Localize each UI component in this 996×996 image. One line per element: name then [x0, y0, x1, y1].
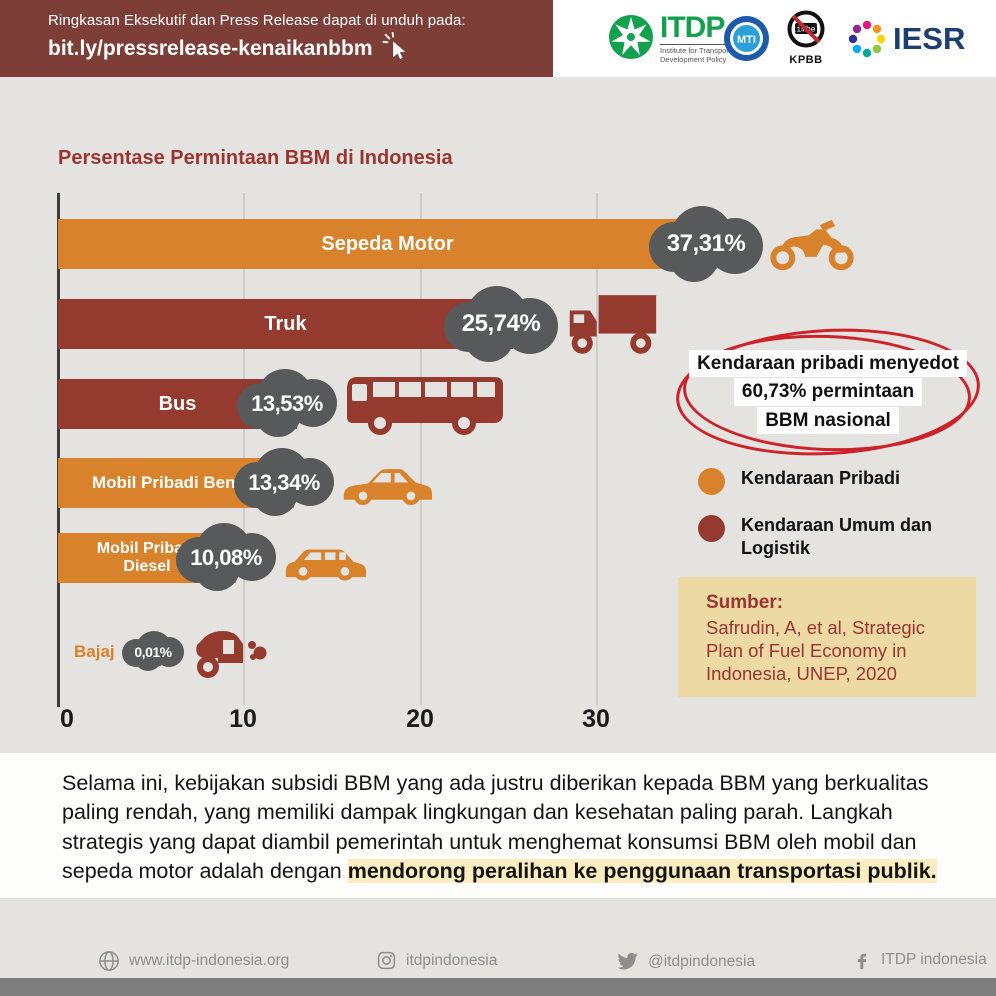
bar-truk: Truk [58, 299, 513, 349]
bar-label: Mobil Pribadi Bensin [91, 473, 261, 493]
legend-dot-pribadi [698, 468, 725, 495]
instagram-handle[interactable]: itdpindonesia [406, 951, 498, 969]
chart-title: Persentase Permintaan BBM di Indonesia [58, 147, 453, 169]
value-label: 10,08% [190, 545, 262, 570]
chart-area: Persentase Permintaan BBM di Indonesia 0… [0, 77, 996, 753]
y-axis-line [57, 193, 60, 707]
value-cloud: 0,01% [122, 631, 184, 673]
globe-icon [99, 951, 119, 971]
bus-icon [343, 371, 503, 440]
facebook-handle[interactable]: ITDP indonesia [881, 951, 987, 968]
sedan-car-icon [340, 461, 432, 511]
svg-text:MTI: MTI [737, 34, 756, 46]
value-label: 0,01% [134, 644, 172, 660]
callout-line-2: 60,73% permintaan [733, 378, 923, 406]
truck-icon [564, 291, 660, 360]
bar-row-bajaj: Bajaj 0,01% [0, 630, 996, 678]
website-url[interactable]: www.itdp-indonesia.org [129, 952, 290, 969]
paragraph-band: Selama ini, kebijakan subsidi BBM yang a… [0, 753, 996, 898]
value-label: 37,31% [666, 230, 746, 257]
value-label: 13,34% [248, 470, 320, 495]
x-tick-0: 0 [60, 705, 74, 733]
twitter-handle[interactable]: @itdpindonesia [648, 952, 756, 970]
legend-label: Kendaraan Umum dan Logistik [741, 515, 933, 558]
bar-row-bus: Bus 13,53% [0, 369, 996, 437]
bar-sepeda-motor: Sepeda Motor [58, 219, 717, 269]
bar-label: Truk [264, 312, 307, 335]
iesr-wordmark: IESR [893, 21, 966, 56]
itdp-star-icon [609, 15, 653, 59]
banner-text: Ringkasan Eksekutif dan Press Release da… [48, 11, 466, 29]
header: Ringkasan Eksekutif dan Press Release da… [0, 0, 996, 77]
legend-dot-umum [698, 515, 725, 542]
itdp-wordmark: ITDP [660, 11, 725, 44]
callout-line-1: Kendaraan pribadi menyedot [689, 349, 967, 378]
kpbb-wordmark: KPBB [789, 54, 823, 66]
footer-facebook[interactable]: ITDP indonesia [852, 950, 987, 970]
bar-label: Bus [158, 392, 197, 415]
bar-label: Bajaj [74, 642, 115, 661]
footer-twitter[interactable]: @itdpindonesia [616, 950, 755, 973]
mti-logo: MTI [723, 15, 770, 67]
legend-item-umum: Kendaraan Umum dan Logistik [698, 514, 951, 559]
facebook-icon [857, 953, 867, 970]
footer-website[interactable]: www.itdp-indonesia.org [98, 950, 289, 972]
x-tick-20: 20 [406, 705, 434, 733]
click-cursor-icon [381, 31, 409, 66]
iesr-logo: IESR [846, 18, 965, 60]
partner-logos: ITDP Institute for Transportation & Deve… [596, 0, 996, 77]
value-label: 13,53% [251, 391, 323, 416]
motorcycle-icon [769, 213, 855, 280]
value-cloud: 10,08% [176, 523, 276, 593]
paragraph-highlight: mendorong peralihan ke penggunaan transp… [347, 859, 937, 884]
source-text: Safrudin, A, et al, Strategic Plan of Fu… [706, 617, 926, 685]
legend-item-pribadi: Kendaraan Pribadi [698, 467, 900, 495]
value-label: 25,74% [461, 310, 541, 337]
itdp-tagline: Institute for Transportation & Developme… [660, 44, 756, 65]
value-cloud: 37,31% [649, 206, 763, 282]
bottom-bar [0, 978, 996, 996]
bar-row-mobil-diesel: Mobil Pribadi Diesel 10,08% [0, 523, 996, 591]
bar-row-sepeda-motor: Sepeda Motor 37,31% [0, 206, 996, 282]
footer-instagram[interactable]: itdpindonesia [376, 950, 497, 971]
value-cloud: 13,53% [237, 369, 337, 439]
gridline-20 [420, 193, 422, 705]
instagram-icon [377, 951, 396, 970]
summary-paragraph: Selama ini, kebijakan subsidi BBM yang a… [62, 769, 948, 887]
bajaj-rickshaw-icon [192, 628, 268, 683]
footer: www.itdp-indonesia.org itdpindonesia @it… [0, 898, 996, 978]
gridline-30 [596, 193, 598, 705]
download-banner: Ringkasan Eksekutif dan Press Release da… [0, 0, 553, 77]
suv-car-icon [282, 537, 366, 586]
kpbb-logo: timbel KPBB [784, 10, 828, 66]
paragraph-text: Selama ini, kebijakan subsidi BBM yang a… [62, 771, 929, 884]
itdp-logo: ITDP Institute for Transportation & Deve… [608, 11, 756, 65]
value-cloud: 25,74% [444, 286, 558, 362]
gridline-10 [243, 193, 245, 705]
callout-line-3: BBM nasional [757, 406, 899, 435]
x-tick-30: 30 [582, 705, 610, 733]
value-cloud: 13,34% [234, 448, 334, 518]
source-heading: Sumber: [706, 592, 784, 613]
iesr-pinwheel-icon [848, 20, 886, 58]
bar-row-mobil-bensin: Mobil Pribadi Bensin 13,34% [0, 448, 996, 516]
source-box: Sumber: Safrudin, A, et al, Strategic Pl… [678, 577, 976, 697]
callout: Kendaraan pribadi menyedot 60,73% permin… [672, 321, 984, 463]
twitter-icon [617, 952, 639, 970]
x-tick-10: 10 [229, 705, 257, 733]
legend-label: Kendaraan Pribadi [741, 468, 901, 488]
banner-link[interactable]: bit.ly/pressrelease-kenaikanbbm [48, 36, 373, 60]
bar-row-truk: Truk 25,74% [0, 286, 996, 362]
bar-label: Sepeda Motor [321, 232, 454, 255]
bar-label: Mobil Pribadi Diesel [96, 540, 198, 575]
